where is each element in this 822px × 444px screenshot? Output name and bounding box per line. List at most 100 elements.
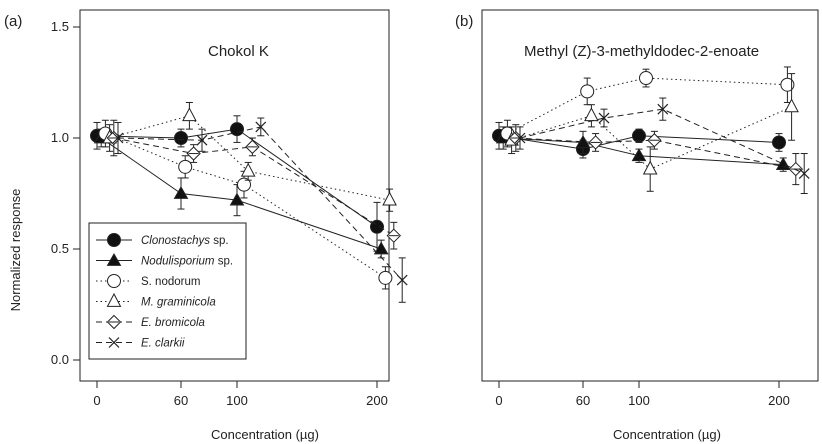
panel-b-label: (b) <box>455 13 473 30</box>
panel-1-series-5 <box>514 97 810 194</box>
panel-0-series-4-line <box>113 137 395 237</box>
panel-1-series-0-line <box>498 135 780 150</box>
legend-item: Clonostachys sp. <box>96 233 229 247</box>
panel-1-series-3 <box>504 73 799 192</box>
panel-0-x-tick-label: 100 <box>226 393 248 408</box>
panel-0-series-5-point-1 <box>196 134 208 146</box>
panel-0-x-tick-label: 200 <box>366 393 388 408</box>
panel-0-series-2-point-2 <box>237 177 251 192</box>
panel-0-series-2-point-3 <box>378 270 393 285</box>
panel-a-x-axis-label: Concentration (µg) <box>211 427 319 442</box>
panel-0-series-2-point-1 <box>178 159 193 174</box>
panel-0-series-3-point-3 <box>382 191 397 206</box>
panel-b-x-axis-label: Concentration (µg) <box>613 427 721 442</box>
panel-1-series-4-point-1 <box>588 135 603 150</box>
panel-1-series-2-point-2 <box>639 71 653 86</box>
legend-label: S. nodorum <box>141 276 200 288</box>
panel-1-series-5-point-0 <box>514 132 526 144</box>
legend-item: M. graminicola <box>96 292 216 309</box>
panel-1-series-1 <box>495 126 791 172</box>
panel-1-series-4-point-3 <box>788 161 804 177</box>
panel-0-x-tick-label: 0 <box>93 393 100 408</box>
legend-label: E. clarkii <box>141 338 185 350</box>
panel-0-series-5 <box>112 117 408 303</box>
panel-0-series-5-point-3 <box>396 274 408 286</box>
panel-1-series-0-point-2 <box>632 128 646 143</box>
panel-a-title: Chokol K <box>208 43 269 60</box>
panel-1-series-2-point-1 <box>580 84 595 99</box>
panel-0-series-5-point-3-stroke-b <box>396 274 408 286</box>
panel-0-series-3-line <box>109 115 390 201</box>
legend-marker <box>106 314 122 330</box>
panel-0-series-1-point-3 <box>373 241 389 255</box>
panel-0-series-2 <box>98 119 393 290</box>
panel-1-x-tick-label: 200 <box>768 393 790 408</box>
panel-1-series-1-point-2 <box>631 148 647 162</box>
legend-item: Nodulisporium sp. <box>96 252 233 268</box>
panel-0-series-4-point-1 <box>186 146 201 161</box>
panel-0-series-5-line <box>117 126 403 281</box>
legend-marker <box>108 337 120 348</box>
panel-1-x-tick-label: 0 <box>495 393 502 408</box>
legend-marker-stroke-b <box>108 337 120 348</box>
panel-a-axes: 0 60 100 200 0.0 0.5 1.0 1.5 <box>51 19 388 408</box>
legend-marker <box>106 292 122 307</box>
panel-0-x-tick-label: 60 <box>174 393 188 408</box>
panel-0-series-4-point-2 <box>245 139 260 155</box>
panel-1-series-4-point-2 <box>647 133 662 148</box>
panel-1-series-3-point-3 <box>784 98 799 113</box>
panel-a-data <box>90 101 408 303</box>
panel-0-y-tick-label: 1.0 <box>51 130 69 145</box>
panel-1-series-4 <box>508 124 804 186</box>
legend-marker <box>107 233 121 247</box>
panel-a-label: (a) <box>4 13 22 30</box>
panel-0-series-5-point-0-stroke-b <box>112 132 124 144</box>
panel-1-series-2-line <box>507 77 788 135</box>
panel-0-y-tick-label: 0.5 <box>51 241 69 256</box>
panel-1-series-3-line <box>511 106 792 170</box>
legend-item: E. bromicola <box>96 314 205 330</box>
panel-0-series-0-point-1 <box>174 131 188 145</box>
panel-0-series-0 <box>90 115 384 252</box>
panel-b-data <box>492 66 810 194</box>
panel-b: (b) Methyl (Z)-3-methyldodec-2-enoate Co… <box>455 9 819 442</box>
panel-1-series-2 <box>500 66 795 148</box>
panel-0-series-1-point-1 <box>173 185 189 199</box>
legend-marker <box>106 252 122 266</box>
panel-b-title: Methyl (Z)-3-methyldodec-2-enoate <box>524 43 759 60</box>
panel-0-series-3-point-2 <box>240 162 256 177</box>
panel-1-series-5-point-3 <box>798 168 810 179</box>
panel-0-series-0-point-2 <box>230 122 244 137</box>
panel-0-y-tick-label: 1.5 <box>51 19 69 34</box>
panel-1-series-5-line <box>519 108 805 174</box>
legend-label: M. graminicola <box>141 297 216 309</box>
panel-0-series-0-line <box>96 128 378 228</box>
legend-item: E. clarkii <box>96 337 185 350</box>
panel-1-series-5-point-1 <box>598 112 610 124</box>
legend-label: E. bromicola <box>141 317 205 329</box>
panel-1-series-3-point-1 <box>584 107 599 122</box>
panel-1-series-0-point-3 <box>772 135 786 150</box>
y-axis-label: Normalized response <box>8 189 23 312</box>
panel-1-series-3-point-2 <box>642 160 658 175</box>
panel-1-series-5-point-2 <box>657 103 669 115</box>
legend-label: Clonostachys sp. <box>141 235 229 247</box>
panel-0-series-5-point-2 <box>255 121 267 133</box>
panel-1-series-5-point-3-stroke-b <box>798 168 810 179</box>
panel-b-axes: 0 60 100 200 <box>495 381 790 408</box>
panel-1-series-4-line <box>515 137 796 170</box>
panel-a-legend: Clonostachys sp. Nodulisporium sp. S. nodo… <box>88 222 247 360</box>
panel-0-series-4 <box>106 119 402 250</box>
panel-0-series-5-point-2-stroke-b <box>255 121 267 133</box>
panel-0-series-1-point-2 <box>229 192 245 206</box>
panel-0-series-2-line <box>105 133 386 279</box>
panel-1-x-tick-label: 60 <box>576 393 590 408</box>
panel-a: (a) Chokol K Concentration (µg) 0 60 100 20… <box>4 9 408 442</box>
panel-0-y-tick-label: 0.0 <box>51 352 69 367</box>
panel-0-series-3-point-1 <box>182 107 197 122</box>
panel-0-series-3 <box>102 101 397 212</box>
panel-1-x-tick-label: 100 <box>628 393 650 408</box>
legend-marker <box>107 274 121 288</box>
panel-0-series-5-point-0 <box>112 132 124 144</box>
panel-b-plot-frame <box>481 9 819 382</box>
